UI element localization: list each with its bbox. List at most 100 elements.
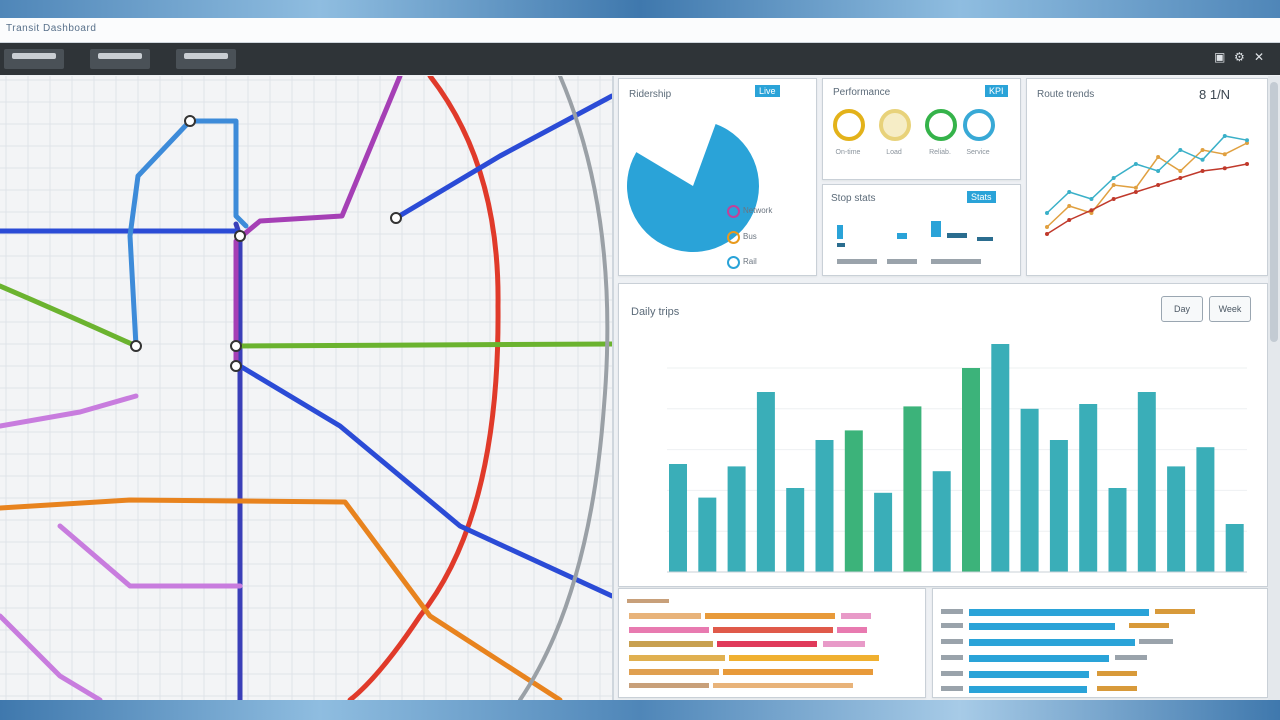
bar-1[interactable] [669,464,687,572]
trend-point [1089,197,1094,201]
trend-point [1222,166,1227,171]
bar-chart [667,344,1247,573]
trend-point [1133,185,1138,190]
trend-point [1222,152,1227,157]
bar-4[interactable] [756,392,775,572]
trend-point [1089,208,1094,213]
kpi-badge[interactable]: KPI [985,85,1008,97]
route-bars-graphic [627,599,879,688]
trend-point [1200,148,1205,152]
bar-7[interactable] [844,430,863,572]
trends-value: 8 1/N [1199,87,1231,102]
trend-point [1045,211,1049,215]
transit-map[interactable] [0,76,614,700]
route-bars-panel [618,588,926,698]
kpi-label-ontime: On-time [835,149,861,156]
pie-slice-main [627,124,759,252]
bar-15[interactable] [1079,404,1098,572]
trend-point [1067,204,1072,208]
bar-20[interactable] [1225,524,1244,572]
scrollbar-thumb[interactable] [1270,82,1278,342]
toolbar-tab-3[interactable] [176,49,236,69]
route-line-2[interactable] [233,76,403,369]
trend-point [1245,141,1249,145]
route-line-8[interactable] [127,118,249,349]
trend-series-3 [1046,163,1248,235]
stats-title: Stop stats [831,193,876,204]
trend-point [1178,169,1183,173]
kpi-title: Performance [833,87,891,98]
kpi-label-reliability: Reliab. [929,149,951,156]
bar-8[interactable] [874,492,893,572]
route-line-3[interactable] [347,76,501,700]
toolbar-tab-1[interactable] [4,49,64,69]
bar-6[interactable] [815,440,834,572]
settings-icon[interactable]: ⚙ [1234,50,1245,64]
trend-point [1245,138,1249,143]
stop-bars-panel [932,588,1268,698]
bar-17[interactable] [1137,392,1156,572]
legend-dot-3 [727,256,740,269]
window-restore-icon[interactable]: ▣ [1214,50,1226,64]
trend-point [1133,162,1138,166]
toolbar-tab-2[interactable] [90,49,150,69]
bar-19[interactable] [1196,447,1215,572]
range-week-button[interactable]: Week [1209,296,1251,322]
bar-9[interactable] [903,406,922,572]
trend-point [1067,218,1072,222]
ridership-badge[interactable]: Live [755,85,780,97]
close-icon[interactable]: ✕ [1254,50,1265,64]
trend-point [1133,190,1138,194]
bar-12[interactable] [991,344,1010,572]
map-station-6[interactable] [390,212,402,224]
bottom-background-band [0,700,1280,720]
trend-point [1178,176,1183,180]
vertical-scrollbar[interactable] [1268,76,1280,700]
route-line-7[interactable] [0,393,243,700]
route-line-9[interactable] [518,76,610,700]
legend-dot-1 [727,205,740,218]
stats-badge[interactable]: Stats [967,191,996,203]
bar-10[interactable] [932,471,951,572]
map-station-5[interactable] [184,115,196,127]
legend-label-1: Network [743,206,773,215]
trend-line-chart [1045,134,1249,236]
bar-5[interactable] [786,488,805,572]
kpi-label-service: Service [966,149,990,156]
kpi-ring-reliability [925,109,957,141]
trend-point [1156,169,1161,173]
bar-11[interactable] [962,368,980,572]
kpi-ring-ontime [833,109,865,141]
map-stations [130,115,402,372]
route-line-6[interactable] [0,497,563,700]
map-station-1[interactable] [234,230,246,242]
kpi-ring-load [879,109,911,141]
bar-3[interactable] [727,466,746,572]
map-svg [0,76,612,700]
trends-title: Route trends [1037,89,1095,100]
trend-point [1156,155,1161,159]
route-trends-panel: Route trends 8 1/N [1026,78,1268,276]
title-bar: Transit Dashboard [0,18,1280,43]
bar-2[interactable] [698,497,717,572]
trend-point [1111,176,1116,180]
bar-16[interactable] [1108,488,1127,572]
map-station-2[interactable] [230,340,242,352]
map-station-3[interactable] [130,340,142,352]
map-station-4[interactable] [230,360,242,372]
range-day-button[interactable]: Day [1161,296,1203,322]
bar-18[interactable] [1167,466,1186,572]
kpi-panel: Performance KPI On-time Load Reliab. Ser… [822,78,1021,180]
trend-point [1089,211,1094,215]
bar-13[interactable] [1020,408,1039,572]
bar-14[interactable] [1049,440,1068,572]
pie-chart [627,124,759,252]
route-line-5[interactable] [0,283,612,349]
map-street-grid [0,76,612,700]
trend-point [1045,225,1049,229]
trend-series-1 [1046,142,1248,228]
trend-point [1156,183,1161,187]
bar-chart-title: Daily trips [631,306,680,318]
app-window: Transit Dashboard ▣ ⚙ ✕ Ridership Live N… [0,18,1280,700]
trend-point [1045,232,1049,236]
